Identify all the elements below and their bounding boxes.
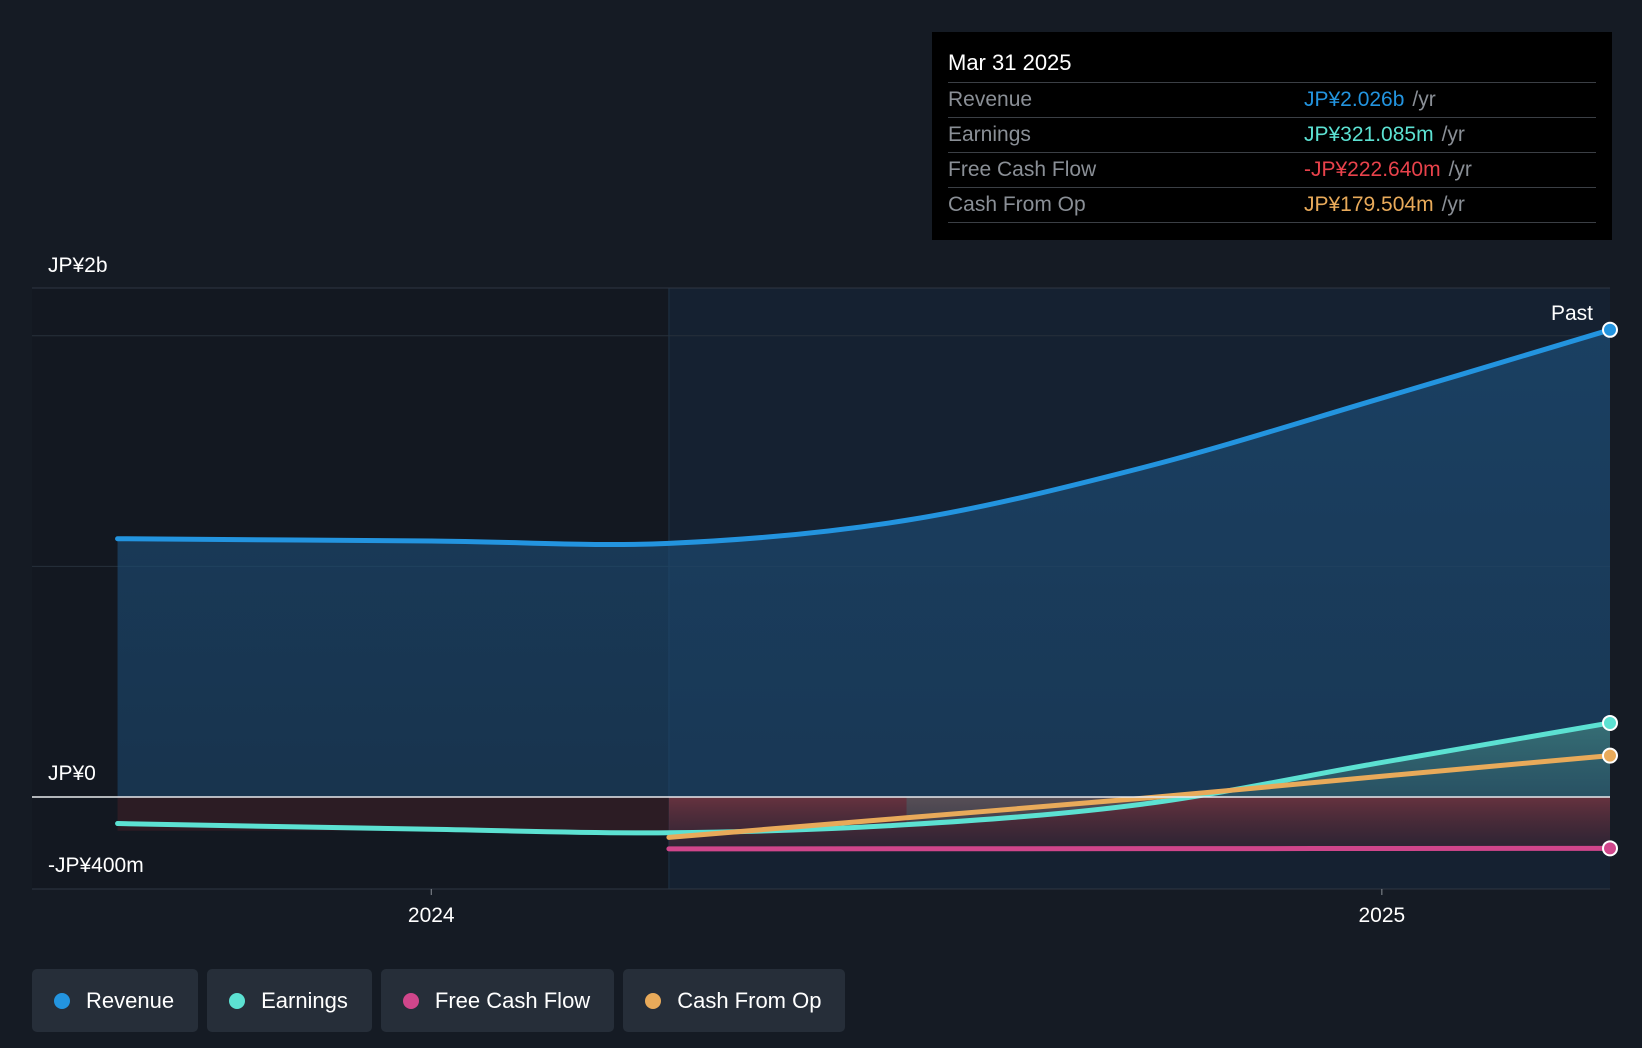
- legend-item-cash-from-op[interactable]: Cash From Op: [623, 969, 846, 1032]
- tooltip-panel: Mar 31 2025 Revenue JP¥2.026b /yr Earnin…: [932, 32, 1612, 240]
- legend-dot-icon: [229, 992, 246, 1009]
- tooltip-label: Free Cash Flow: [948, 158, 1097, 181]
- revenue-line: [115, 327, 1613, 548]
- tooltip-unit: /yr: [1412, 88, 1436, 111]
- cash-from-op-line: [666, 753, 1613, 840]
- legend: Revenue Earnings Free Cash Flow Cash Fro…: [32, 969, 846, 1032]
- revenue-marker: [1602, 321, 1618, 338]
- y-tick-label: JP¥2b: [48, 254, 108, 277]
- legend-dot-icon: [54, 992, 70, 1009]
- x-tick-label: 2025: [1358, 904, 1405, 927]
- legend-item-free-cash-flow[interactable]: Free Cash Flow: [380, 969, 615, 1032]
- tooltip-date: Mar 31 2025: [948, 50, 1072, 75]
- tooltip-value: JP¥2.026b: [1304, 88, 1405, 111]
- y-tick-label: -JP¥400m: [48, 854, 144, 877]
- x-tick-label: 2024: [408, 904, 455, 927]
- tooltip-value: JP¥179.504m: [1304, 193, 1434, 216]
- legend-label: Free Cash Flow: [434, 987, 591, 1013]
- earnings-positive-area: [906, 722, 1610, 825]
- legend-label: Earnings: [261, 987, 348, 1013]
- revenue-area: [117, 329, 1611, 797]
- earnings-line: [115, 720, 1613, 836]
- tooltip-row-free-cash-flow: Free Cash Flow -JP¥222.640m /yr: [948, 152, 1596, 187]
- legend-label: Cash From Op: [677, 987, 822, 1013]
- tooltip-row-earnings: Earnings JP¥321.085m /yr: [948, 117, 1596, 152]
- tooltip-unit: /yr: [1448, 158, 1472, 181]
- free-cash-flow-marker: [1602, 840, 1618, 857]
- y-tick-label: JP¥0: [48, 762, 96, 785]
- earnings-marker: [1602, 714, 1618, 731]
- legend-dot-icon: [645, 992, 662, 1009]
- tooltip-label: Earnings: [948, 123, 1031, 146]
- free-cash-flow-line: [666, 845, 1613, 852]
- tooltip-value: -JP¥222.640m: [1304, 158, 1441, 181]
- past-label: Past: [1551, 302, 1593, 325]
- legend-label: Revenue: [86, 987, 175, 1013]
- legend-item-earnings[interactable]: Earnings: [207, 969, 372, 1032]
- tooltip-row-cash-from-op: Cash From Op JP¥179.504m /yr: [948, 187, 1596, 223]
- tooltip-value: JP¥321.085m: [1304, 123, 1434, 146]
- tooltip-label: Revenue: [948, 88, 1033, 111]
- tooltip-unit: /yr: [1441, 123, 1465, 146]
- tooltip-unit: /yr: [1441, 193, 1465, 216]
- cash-from-op-marker: [1602, 747, 1618, 764]
- legend-item-revenue[interactable]: Revenue: [32, 969, 199, 1032]
- tooltip-label: Cash From Op: [948, 193, 1086, 216]
- tooltip-row-revenue: Revenue JP¥2.026b /yr: [948, 82, 1596, 117]
- legend-dot-icon: [402, 992, 419, 1009]
